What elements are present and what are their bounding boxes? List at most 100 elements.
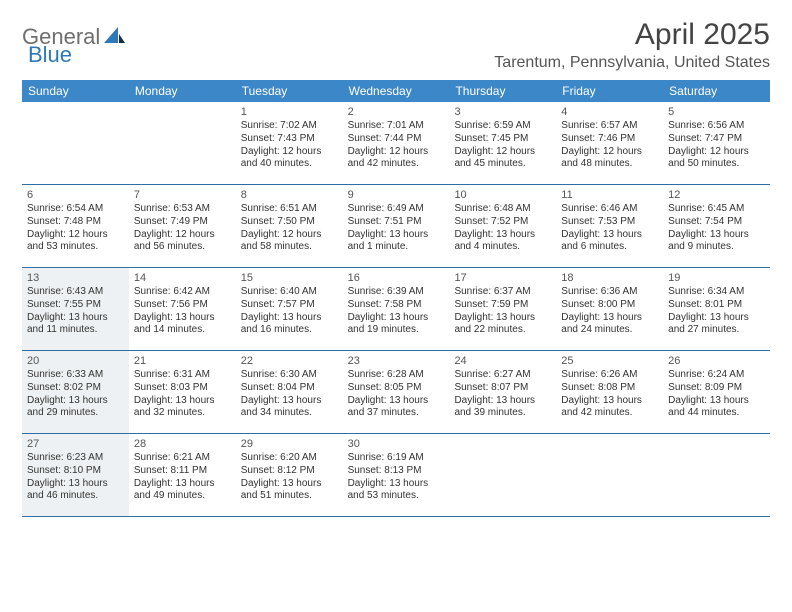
day-daylight2: and 53 minutes.	[27, 241, 124, 254]
weekday-saturday: Saturday	[663, 80, 770, 102]
day-sunset: Sunset: 8:05 PM	[348, 382, 445, 395]
logo-text-blue-wrap: Blue	[28, 42, 72, 68]
day-sunset: Sunset: 8:08 PM	[561, 382, 658, 395]
day-sunset: Sunset: 8:10 PM	[27, 465, 124, 478]
day-daylight2: and 42 minutes.	[348, 158, 445, 171]
day-daylight1: Daylight: 13 hours	[27, 395, 124, 408]
day-cell: 2Sunrise: 7:01 AMSunset: 7:44 PMDaylight…	[343, 102, 450, 184]
day-number: 11	[561, 188, 658, 202]
day-cell: 24Sunrise: 6:27 AMSunset: 8:07 PMDayligh…	[449, 351, 556, 433]
day-sunset: Sunset: 8:03 PM	[134, 382, 231, 395]
day-cell: 14Sunrise: 6:42 AMSunset: 7:56 PMDayligh…	[129, 268, 236, 350]
day-daylight2: and 42 minutes.	[561, 407, 658, 420]
day-cell: 26Sunrise: 6:24 AMSunset: 8:09 PMDayligh…	[663, 351, 770, 433]
day-daylight2: and 22 minutes.	[454, 324, 551, 337]
day-number: 16	[348, 271, 445, 285]
day-daylight2: and 53 minutes.	[348, 490, 445, 503]
day-sunrise: Sunrise: 6:37 AM	[454, 286, 551, 299]
day-sunset: Sunset: 7:46 PM	[561, 133, 658, 146]
day-daylight2: and 11 minutes.	[27, 324, 124, 337]
day-sunset: Sunset: 7:55 PM	[27, 299, 124, 312]
day-daylight1: Daylight: 12 hours	[27, 229, 124, 242]
logo-sail-icon	[104, 25, 126, 50]
day-cell: 13Sunrise: 6:43 AMSunset: 7:55 PMDayligh…	[22, 268, 129, 350]
day-daylight1: Daylight: 12 hours	[348, 146, 445, 159]
day-number: 1	[241, 105, 338, 119]
day-sunrise: Sunrise: 6:33 AM	[27, 369, 124, 382]
title-block: April 2025 Tarentum, Pennsylvania, Unite…	[494, 18, 770, 72]
weekday-thursday: Thursday	[449, 80, 556, 102]
day-sunset: Sunset: 7:43 PM	[241, 133, 338, 146]
day-sunrise: Sunrise: 6:54 AM	[27, 203, 124, 216]
day-daylight1: Daylight: 13 hours	[348, 478, 445, 491]
day-sunset: Sunset: 7:47 PM	[668, 133, 765, 146]
day-number: 29	[241, 437, 338, 451]
day-daylight1: Daylight: 13 hours	[668, 312, 765, 325]
day-cell: 18Sunrise: 6:36 AMSunset: 8:00 PMDayligh…	[556, 268, 663, 350]
day-sunrise: Sunrise: 6:28 AM	[348, 369, 445, 382]
day-daylight1: Daylight: 13 hours	[27, 478, 124, 491]
day-daylight2: and 51 minutes.	[241, 490, 338, 503]
day-number: 27	[27, 437, 124, 451]
day-daylight2: and 1 minute.	[348, 241, 445, 254]
day-daylight1: Daylight: 12 hours	[668, 146, 765, 159]
day-number: 21	[134, 354, 231, 368]
day-sunset: Sunset: 7:57 PM	[241, 299, 338, 312]
day-sunset: Sunset: 8:09 PM	[668, 382, 765, 395]
day-cell: 3Sunrise: 6:59 AMSunset: 7:45 PMDaylight…	[449, 102, 556, 184]
day-number: 8	[241, 188, 338, 202]
logo-text-blue: Blue	[28, 42, 72, 67]
day-sunrise: Sunrise: 6:36 AM	[561, 286, 658, 299]
day-daylight1: Daylight: 13 hours	[454, 312, 551, 325]
month-title: April 2025	[494, 18, 770, 52]
day-sunset: Sunset: 8:07 PM	[454, 382, 551, 395]
day-daylight2: and 39 minutes.	[454, 407, 551, 420]
day-cell: 25Sunrise: 6:26 AMSunset: 8:08 PMDayligh…	[556, 351, 663, 433]
day-sunrise: Sunrise: 6:43 AM	[27, 286, 124, 299]
day-daylight2: and 44 minutes.	[668, 407, 765, 420]
day-number: 25	[561, 354, 658, 368]
day-cell: 16Sunrise: 6:39 AMSunset: 7:58 PMDayligh…	[343, 268, 450, 350]
day-sunset: Sunset: 7:54 PM	[668, 216, 765, 229]
day-daylight2: and 58 minutes.	[241, 241, 338, 254]
day-cell: 22Sunrise: 6:30 AMSunset: 8:04 PMDayligh…	[236, 351, 343, 433]
day-daylight1: Daylight: 13 hours	[348, 395, 445, 408]
header: General April 2025 Tarentum, Pennsylvani…	[22, 18, 770, 72]
day-sunrise: Sunrise: 6:39 AM	[348, 286, 445, 299]
day-sunset: Sunset: 7:49 PM	[134, 216, 231, 229]
day-daylight2: and 46 minutes.	[27, 490, 124, 503]
day-number: 4	[561, 105, 658, 119]
weekday-monday: Monday	[129, 80, 236, 102]
day-sunrise: Sunrise: 6:26 AM	[561, 369, 658, 382]
day-sunset: Sunset: 7:51 PM	[348, 216, 445, 229]
day-sunset: Sunset: 7:58 PM	[348, 299, 445, 312]
day-daylight2: and 9 minutes.	[668, 241, 765, 254]
day-sunrise: Sunrise: 6:53 AM	[134, 203, 231, 216]
day-cell: 8Sunrise: 6:51 AMSunset: 7:50 PMDaylight…	[236, 185, 343, 267]
day-cell: 10Sunrise: 6:48 AMSunset: 7:52 PMDayligh…	[449, 185, 556, 267]
day-cell: 20Sunrise: 6:33 AMSunset: 8:02 PMDayligh…	[22, 351, 129, 433]
day-daylight1: Daylight: 13 hours	[561, 229, 658, 242]
day-sunset: Sunset: 8:02 PM	[27, 382, 124, 395]
day-cell: 30Sunrise: 6:19 AMSunset: 8:13 PMDayligh…	[343, 434, 450, 516]
day-daylight2: and 14 minutes.	[134, 324, 231, 337]
day-sunrise: Sunrise: 6:56 AM	[668, 120, 765, 133]
day-sunrise: Sunrise: 6:51 AM	[241, 203, 338, 216]
day-sunset: Sunset: 7:44 PM	[348, 133, 445, 146]
week-row: 20Sunrise: 6:33 AMSunset: 8:02 PMDayligh…	[22, 351, 770, 434]
day-number: 24	[454, 354, 551, 368]
day-daylight1: Daylight: 12 hours	[241, 146, 338, 159]
day-daylight2: and 37 minutes.	[348, 407, 445, 420]
day-sunrise: Sunrise: 6:34 AM	[668, 286, 765, 299]
day-cell	[556, 434, 663, 516]
day-daylight2: and 19 minutes.	[348, 324, 445, 337]
day-daylight1: Daylight: 13 hours	[134, 395, 231, 408]
day-daylight1: Daylight: 13 hours	[27, 312, 124, 325]
day-daylight1: Daylight: 13 hours	[348, 229, 445, 242]
day-cell	[129, 102, 236, 184]
day-daylight2: and 24 minutes.	[561, 324, 658, 337]
day-sunset: Sunset: 7:59 PM	[454, 299, 551, 312]
week-row: 13Sunrise: 6:43 AMSunset: 7:55 PMDayligh…	[22, 268, 770, 351]
day-sunset: Sunset: 8:13 PM	[348, 465, 445, 478]
day-daylight2: and 45 minutes.	[454, 158, 551, 171]
